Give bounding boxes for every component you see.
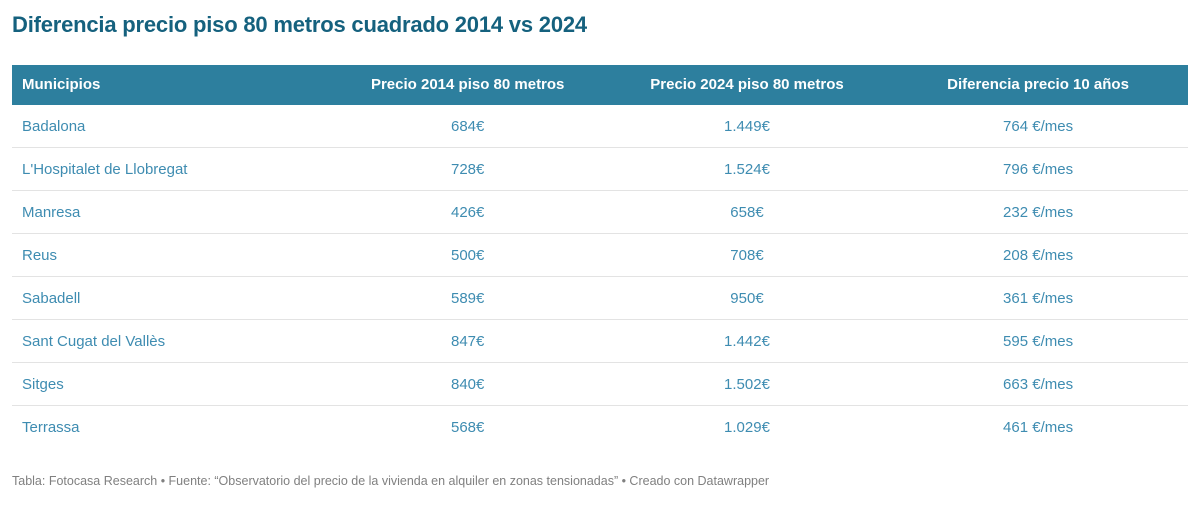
value-cell: 1.449€ — [605, 104, 889, 149]
table-row: Badalona 684€ 1.449€ 764 €/mes — [12, 104, 1188, 149]
value-cell: 568€ — [451, 419, 485, 437]
municipality-cell: Manresa — [12, 190, 330, 235]
value-cell: 361 €/mes — [888, 276, 1188, 321]
table-row: Sitges 840€ 1.502€ 663 €/mes — [12, 362, 1188, 407]
value-cell: 208 €/mes — [888, 233, 1188, 278]
table-row: Sant Cugat del Vallès 847€ 1.442€ 595 €/mes — [12, 319, 1188, 364]
table-header-row: Municipios Precio 2014 piso 80 metros Prec… — [12, 64, 1188, 105]
table-row: Sabadell 589€ 950€ 361 €/mes — [12, 276, 1188, 321]
value-cell: 461 €/mes — [1003, 419, 1074, 437]
column-header-3: Diferencia precio 10 años — [888, 64, 1188, 105]
value-cell: 1.524€ — [605, 147, 889, 192]
column-header-2: Precio 2024 piso 80 metros — [605, 64, 889, 105]
column-header-1: Precio 2014 piso 80 metros — [329, 64, 606, 105]
value-cell: 589€ — [329, 276, 606, 321]
value-cell: 728€ — [329, 147, 606, 192]
municipality-cell: Terrassa — [22, 419, 80, 437]
table-row: Terrassa 568€ 1.029€ 461 €/mes — [12, 406, 1188, 449]
value-cell: 595 €/mes — [888, 319, 1188, 364]
page: Diferencia precio piso 80 metros cuadrad… — [0, 12, 1200, 489]
municipality-cell: Sant Cugat del Vallès — [12, 319, 330, 364]
value-cell: 426€ — [329, 190, 606, 235]
value-cell: 796 €/mes — [888, 147, 1188, 192]
attribution-footer: Tabla: Fotocasa Research • Fuente: “Obse… — [12, 473, 770, 488]
table-row: Reus 500€ 708€ 208 €/mes — [12, 233, 1188, 278]
value-cell: 708€ — [605, 233, 889, 278]
table-row: L'Hospitalet de Llobregat 728€ 1.524€ 796 €… — [12, 147, 1188, 192]
value-cell: 500€ — [329, 233, 606, 278]
municipality-cell: Reus — [12, 233, 330, 278]
municipality-cell: L'Hospitalet de Llobregat — [12, 147, 330, 192]
value-cell: 1.442€ — [605, 319, 889, 364]
value-cell: 847€ — [329, 319, 606, 364]
table-row: Manresa 426€ 658€ 232 €/mes — [12, 190, 1188, 235]
value-cell: 1.029€ — [724, 419, 770, 437]
value-cell: 1.502€ — [605, 362, 889, 407]
table-header: Municipios Precio 2014 piso 80 metros Prec… — [12, 64, 1188, 105]
value-cell: 840€ — [329, 362, 606, 407]
value-cell: 764 €/mes — [888, 104, 1188, 149]
municipality-cell: Sabadell — [12, 276, 330, 321]
value-cell: 658€ — [605, 190, 889, 235]
table-body: Badalona 684€ 1.449€ 764 €/mes L'Hospitalet … — [12, 104, 1188, 449]
column-header-0: Municipios — [12, 64, 330, 105]
page-title: Diferencia precio piso 80 metros cuadrad… — [12, 12, 587, 37]
price-table: Municipios Precio 2014 piso 80 metros Prec… — [12, 64, 1188, 449]
value-cell: 663 €/mes — [888, 362, 1188, 407]
municipality-cell: Badalona — [12, 104, 330, 149]
value-cell: 684€ — [329, 104, 606, 149]
municipality-cell: Sitges — [12, 362, 330, 407]
value-cell: 950€ — [605, 276, 889, 321]
value-cell: 232 €/mes — [888, 190, 1188, 235]
